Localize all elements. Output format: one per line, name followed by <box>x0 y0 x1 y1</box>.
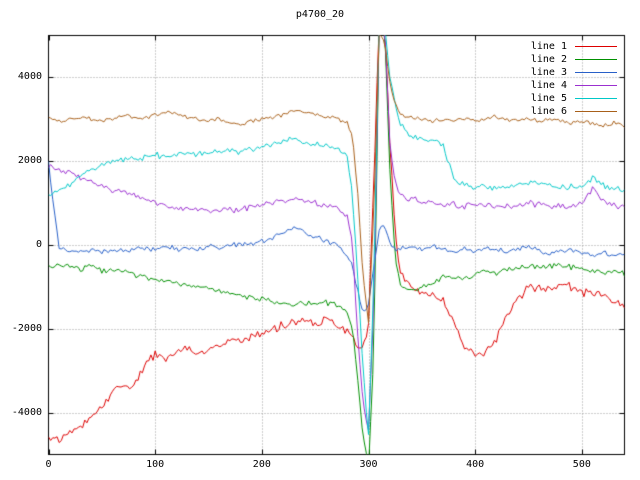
legend-item: line 1 <box>531 40 617 53</box>
legend-item: line 5 <box>531 92 617 105</box>
legend-label: line 1 <box>530 40 567 52</box>
y-tick-label: -2000 <box>11 322 42 334</box>
y-tick-label: 0 <box>35 239 42 250</box>
x-tick-label: 400 <box>466 459 485 470</box>
x-tick-label: 0 <box>45 459 52 470</box>
x-tick-label: 100 <box>146 459 165 470</box>
x-tick-label: 500 <box>572 459 591 470</box>
y-tick-label: 2000 <box>17 155 42 167</box>
x-tick-label: 200 <box>252 459 271 470</box>
legend-item: line 6 <box>531 105 617 118</box>
legend-item: line 4 <box>531 79 617 92</box>
legend: line 1 line 2 line 3 line 4 line 5 line 6 <box>531 40 617 118</box>
legend-label: line 2 <box>530 53 567 65</box>
legend-label: line 4 <box>530 79 567 91</box>
legend-label: line 6 <box>530 105 567 117</box>
chart-title: p4700_20 <box>295 9 345 20</box>
legend-line-swatch <box>575 98 617 99</box>
legend-label: line 5 <box>530 92 567 104</box>
legend-line-swatch <box>575 72 617 73</box>
legend-line-swatch <box>575 85 617 86</box>
legend-label: line 3 <box>530 66 567 78</box>
legend-item: line 2 <box>531 53 617 66</box>
x-tick-label: 300 <box>359 459 378 470</box>
legend-line-swatch <box>575 46 617 47</box>
y-tick-label: 4000 <box>17 71 42 83</box>
y-tick-label: -4000 <box>11 406 42 418</box>
legend-line-swatch <box>575 111 617 112</box>
legend-line-swatch <box>575 59 617 60</box>
legend-item: line 3 <box>531 66 617 79</box>
